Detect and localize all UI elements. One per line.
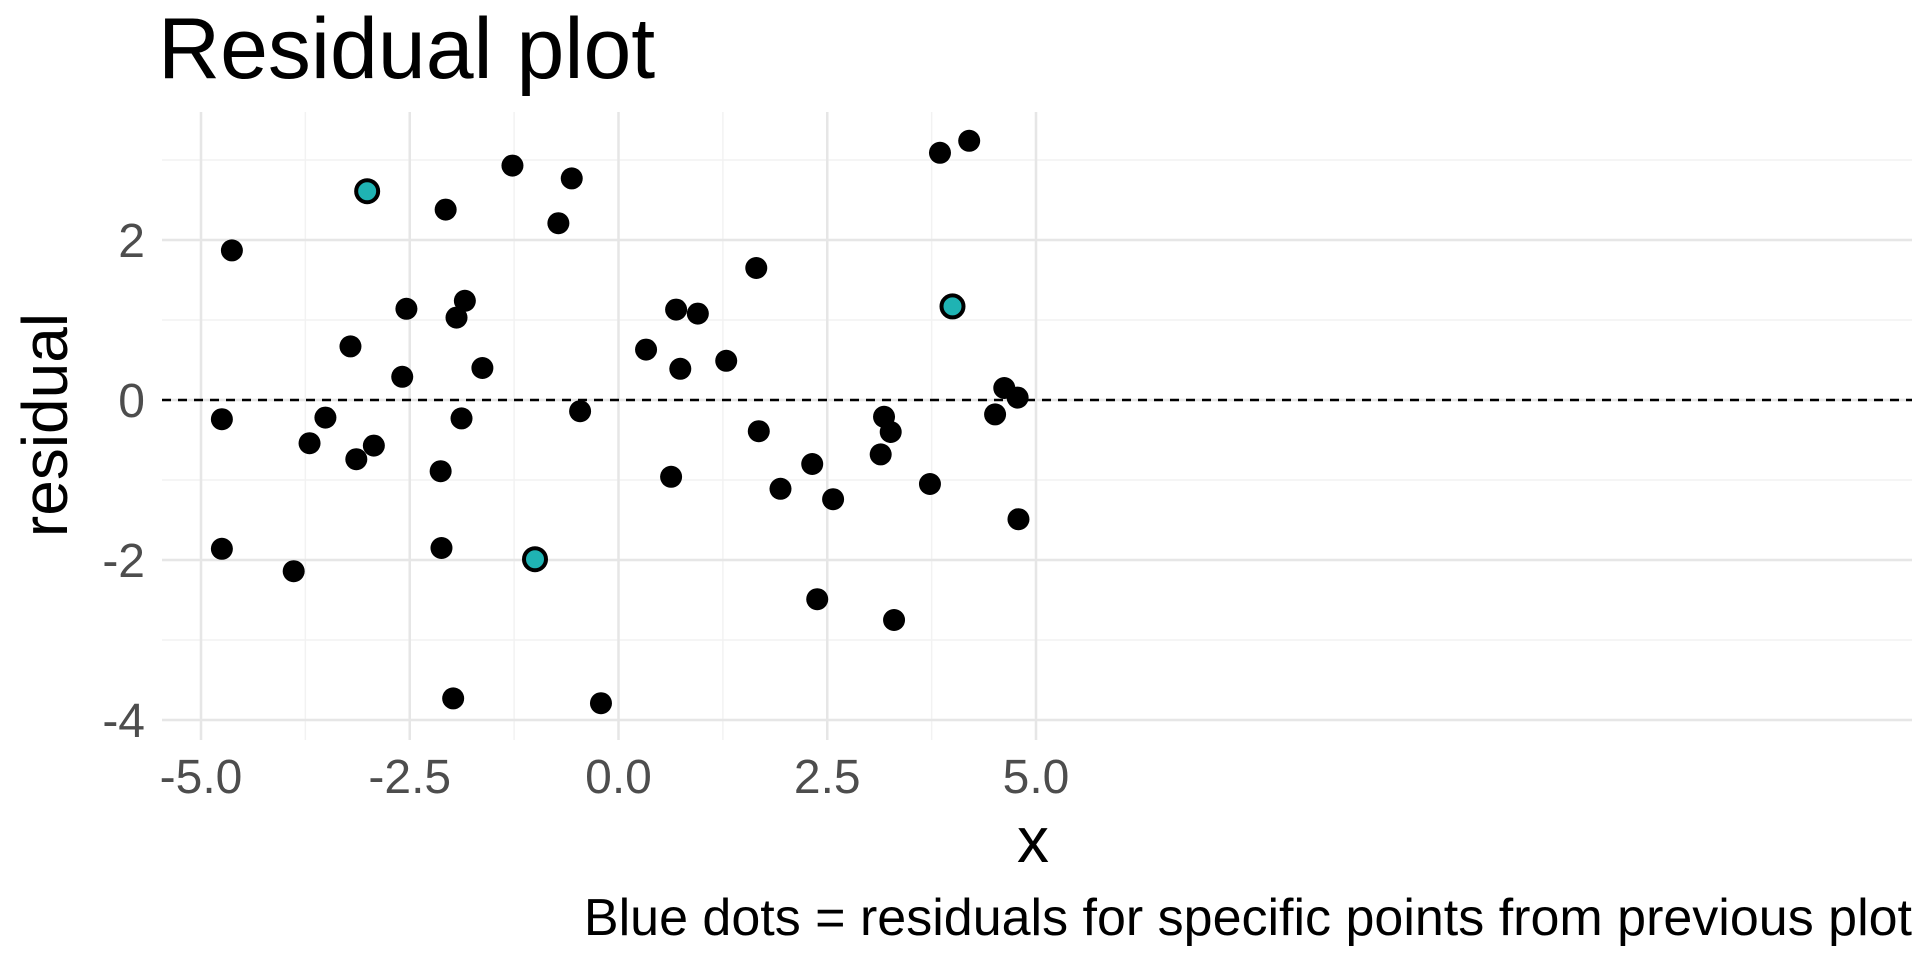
data-point	[569, 400, 592, 423]
data-point-highlighted	[522, 546, 548, 573]
data-point	[298, 432, 321, 455]
data-point	[660, 465, 683, 488]
y-tick-label: 0	[118, 375, 145, 428]
data-point-highlighted	[354, 178, 381, 205]
caption: Blue dots = residuals for specific point…	[584, 889, 1913, 947]
data-point	[434, 198, 457, 221]
data-point	[928, 141, 951, 164]
data-point	[450, 407, 473, 430]
grid	[162, 112, 1912, 740]
tick-labels: -5.0 -2.5 0.0 2.5 5.0 -4 -2 0 2	[102, 215, 1069, 804]
data-point	[747, 420, 770, 443]
data-point	[1006, 386, 1029, 409]
data-point	[806, 588, 829, 611]
data-point	[391, 365, 414, 388]
data-point	[984, 403, 1007, 426]
x-axis-title: x	[1017, 804, 1049, 876]
data-point	[715, 349, 738, 372]
x-tick-label: -2.5	[368, 751, 451, 804]
y-tick-label: -4	[102, 695, 145, 748]
data-point	[501, 154, 524, 177]
data-point	[210, 537, 233, 560]
data-point	[918, 473, 941, 495]
x-tick-label: -5.0	[160, 751, 243, 804]
data-point	[958, 129, 981, 152]
data-point	[686, 302, 709, 325]
data-point	[769, 477, 792, 500]
data-point	[339, 335, 362, 358]
x-tick-label: 0.0	[585, 751, 652, 804]
data-point	[442, 687, 465, 710]
data-point	[801, 453, 824, 475]
data-point	[665, 298, 688, 321]
data-point	[589, 692, 612, 715]
data-point	[879, 421, 902, 443]
data-point	[220, 239, 243, 262]
data-point	[282, 560, 305, 583]
data-point-highlighted	[939, 293, 966, 320]
y-tick-label: -2	[102, 535, 145, 588]
data-point	[869, 443, 892, 466]
data-point	[883, 609, 906, 631]
data-point	[345, 448, 368, 471]
data-points	[210, 129, 1030, 715]
data-point	[669, 357, 692, 380]
data-point	[1007, 508, 1030, 531]
y-tick-label: 2	[118, 215, 145, 268]
data-point	[745, 257, 768, 279]
data-point	[445, 306, 468, 329]
data-point	[547, 212, 570, 235]
x-tick-label: 5.0	[1003, 751, 1070, 804]
data-point	[635, 338, 658, 361]
chart-title: Residual plot	[158, 1, 655, 97]
data-point	[822, 488, 845, 511]
data-point	[314, 406, 337, 429]
data-point	[471, 357, 494, 379]
data-point	[453, 289, 476, 312]
y-axis-title: residual	[9, 313, 81, 537]
data-point	[395, 297, 418, 320]
data-point	[429, 460, 452, 483]
data-point	[560, 167, 583, 190]
data-point	[362, 434, 385, 457]
data-point	[430, 537, 453, 559]
data-point	[210, 408, 233, 431]
x-tick-label: 2.5	[794, 751, 861, 804]
